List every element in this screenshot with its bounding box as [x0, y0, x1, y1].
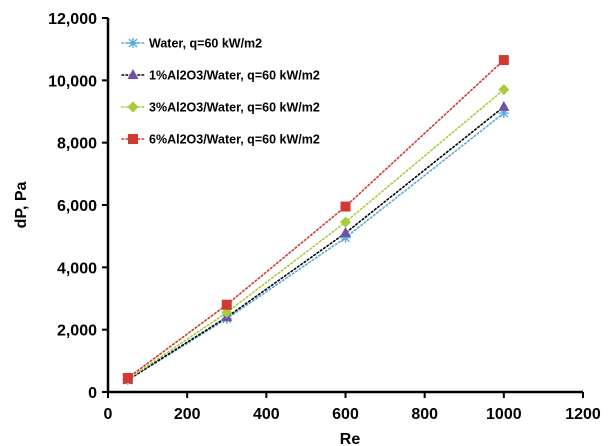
- series-line-1: [126, 112, 505, 381]
- legend-entry: 6%Al2O3/Water, q=60 kW/m2: [121, 133, 320, 147]
- y-tick-label: 6,000: [57, 198, 97, 215]
- data-point: [498, 55, 509, 66]
- data-point: [122, 372, 133, 383]
- x-tick-label: 200: [174, 406, 201, 423]
- x-axis-ticks: 0 200 400 600 800 1000 1200: [104, 392, 601, 423]
- series-line-4: [126, 59, 505, 379]
- legend-entry: Water, q=60 kW/m2: [121, 37, 262, 51]
- legend-label: Water, q=60 kW/m2: [149, 37, 262, 51]
- data-point: [221, 299, 232, 310]
- y-tick-label: 0: [88, 385, 97, 402]
- data-point: [498, 100, 510, 111]
- legend-label: 6%Al2O3/Water, q=60 kW/m2: [149, 133, 320, 147]
- data-point: [498, 108, 509, 119]
- y-tick-label: 8,000: [57, 136, 97, 153]
- legend-entry: 1%Al2O3/Water, q=60 kW/m2: [121, 69, 320, 83]
- legend: Water, q=60 kW/m2 1%Al2O3/Water, q=60 kW/…: [121, 37, 320, 147]
- series-lines: [126, 59, 505, 381]
- y-tick-label: 10,000: [48, 73, 97, 90]
- data-point: [340, 201, 351, 212]
- series-line-2: [126, 106, 505, 381]
- data-point: [340, 216, 351, 228]
- x-tick-label: 800: [411, 406, 438, 423]
- legend-label: 3%Al2O3/Water, q=60 kW/m2: [149, 101, 320, 115]
- y-tick-label: 4,000: [57, 260, 97, 277]
- x-tick-label: 1200: [565, 406, 601, 423]
- legend-marker: [127, 69, 139, 79]
- data-point: [340, 227, 351, 238]
- legend-marker: [128, 38, 138, 48]
- x-axis-title: Re: [340, 431, 361, 446]
- legend-marker: [128, 134, 138, 144]
- series-line-3: [126, 88, 505, 381]
- x-tick-label: 1000: [486, 406, 522, 423]
- legend-marker: [127, 101, 139, 113]
- x-tick-label: 400: [253, 406, 280, 423]
- y-tick-label: 12,000: [48, 11, 97, 28]
- x-tick-label: 600: [332, 406, 359, 423]
- data-point: [340, 232, 351, 243]
- data-point: [221, 307, 233, 319]
- y-axis-ticks: 0 2,000 4,000 6,000 8,000 10,000 12,000: [48, 11, 108, 402]
- legend-entry: 3%Al2O3/Water, q=60 kW/m2: [121, 101, 320, 115]
- series-markers: [122, 55, 510, 386]
- x-tick-label: 0: [104, 406, 113, 423]
- legend-label: 1%Al2O3/Water, q=60 kW/m2: [149, 69, 320, 83]
- y-tick-label: 2,000: [57, 323, 97, 340]
- y-axis-title: dP, Pa: [13, 181, 30, 228]
- data-point: [498, 84, 510, 96]
